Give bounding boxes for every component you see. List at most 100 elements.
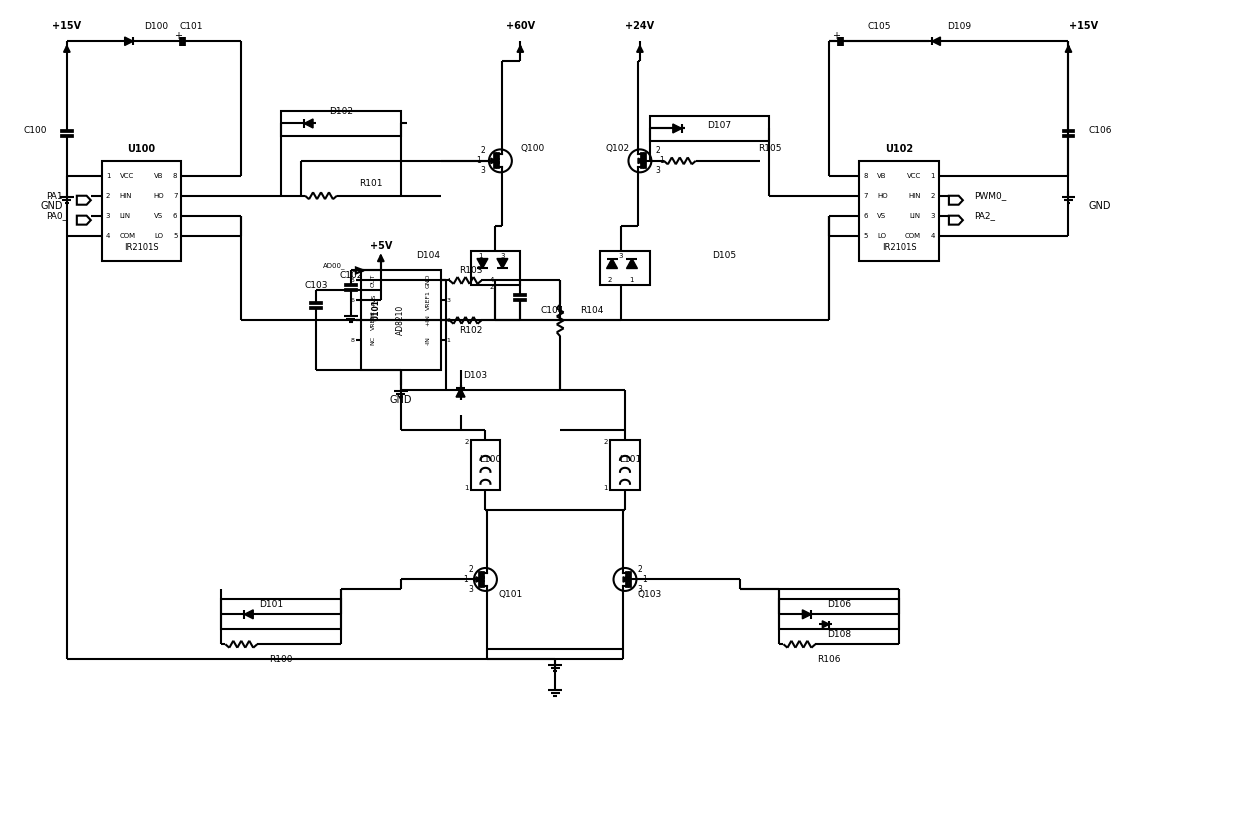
Text: 5: 5 [174,232,177,238]
Text: 4: 4 [930,232,935,238]
Polygon shape [244,610,253,619]
Bar [600,251,650,286]
Text: 4: 4 [490,277,494,284]
Text: L100: L100 [480,456,501,464]
Bar [470,440,501,490]
Text: 1: 1 [105,173,110,178]
Text: GND: GND [425,273,430,288]
Text: +5V: +5V [370,241,392,251]
Text: VB: VB [877,173,887,178]
Text: Q100: Q100 [521,144,544,154]
Bar [221,599,341,629]
Polygon shape [456,388,465,397]
Text: C103: C103 [304,281,327,290]
Text: C101: C101 [180,22,203,31]
Text: R104: R104 [580,305,604,315]
Text: D107: D107 [708,121,732,130]
Text: 6: 6 [351,298,355,303]
Text: 1: 1 [642,575,647,584]
Text: 2: 2 [469,565,472,574]
Text: 2: 2 [446,318,450,323]
Text: 8: 8 [351,338,355,343]
Text: R100: R100 [269,655,293,664]
Polygon shape [626,258,637,268]
Text: 6: 6 [863,212,868,218]
Text: 2: 2 [105,193,110,198]
Text: LO: LO [877,232,887,238]
Polygon shape [304,119,312,128]
Text: C106: C106 [1089,126,1112,135]
Text: 1: 1 [930,173,935,178]
Text: R105: R105 [758,144,781,154]
Text: HIN: HIN [120,193,133,198]
Text: NC: NC [371,335,376,344]
Bar [610,440,640,490]
Polygon shape [802,610,811,619]
Text: Q103: Q103 [637,590,662,599]
Bar [102,161,181,261]
Text: +24V: +24V [625,22,655,32]
Text: 1: 1 [604,485,608,491]
Text: R101: R101 [360,179,383,188]
Polygon shape [673,124,682,133]
Text: PA2_: PA2_ [973,211,994,220]
Text: 1: 1 [479,252,482,258]
Polygon shape [822,621,830,627]
Text: 2: 2 [464,439,469,445]
Text: 2: 2 [480,146,485,155]
Bar [780,599,899,629]
Text: 7: 7 [174,193,177,198]
Text: LIN: LIN [910,212,921,218]
Bar [281,111,401,136]
Text: D103: D103 [464,371,487,379]
Text: VREF1: VREF1 [425,290,430,310]
Text: VS: VS [877,212,887,218]
Polygon shape [125,37,133,46]
Text: R106: R106 [817,655,841,664]
Text: -IN: -IN [425,336,430,344]
Text: 3: 3 [446,298,450,303]
Text: 3: 3 [656,166,661,175]
Text: AD8210: AD8210 [397,305,405,335]
Bar [361,271,440,370]
Text: GND: GND [389,395,412,405]
Text: GND: GND [41,201,63,211]
Polygon shape [606,258,618,268]
Text: COM: COM [905,232,921,238]
Text: 3: 3 [637,585,642,594]
Text: D109: D109 [947,22,971,31]
Text: AD00_: AD00_ [324,262,346,269]
Bar [859,161,939,261]
Text: 4: 4 [105,232,110,238]
Text: COM: COM [120,232,136,238]
Text: 2: 2 [637,565,642,574]
Text: D104: D104 [417,251,440,260]
Text: +15V: +15V [52,22,82,32]
Text: +60V: +60V [506,22,534,32]
Text: C105: C105 [867,22,890,31]
Text: 1: 1 [476,156,481,165]
Text: R102: R102 [459,326,482,334]
Text: R103: R103 [459,266,482,275]
Text: 5: 5 [351,278,355,283]
Text: 1: 1 [660,156,665,165]
Text: PWM0_: PWM0_ [973,191,1006,200]
Text: 2: 2 [930,193,935,198]
Text: U100: U100 [128,144,156,154]
Polygon shape [477,258,489,268]
Text: HO: HO [877,193,888,198]
Text: 3: 3 [480,166,485,175]
Text: 7: 7 [351,318,355,323]
Text: 2: 2 [604,439,608,445]
Text: HIN: HIN [909,193,921,198]
Text: LO: LO [155,232,164,238]
Text: U102: U102 [885,144,913,154]
Text: +VS: +VS [371,294,376,307]
Text: 2: 2 [490,285,494,290]
Text: U101: U101 [371,300,381,321]
Text: D105: D105 [713,251,737,260]
Text: 6: 6 [174,212,177,218]
Text: VCC: VCC [906,173,921,178]
Text: L101: L101 [619,456,641,464]
Text: LIN: LIN [120,212,130,218]
